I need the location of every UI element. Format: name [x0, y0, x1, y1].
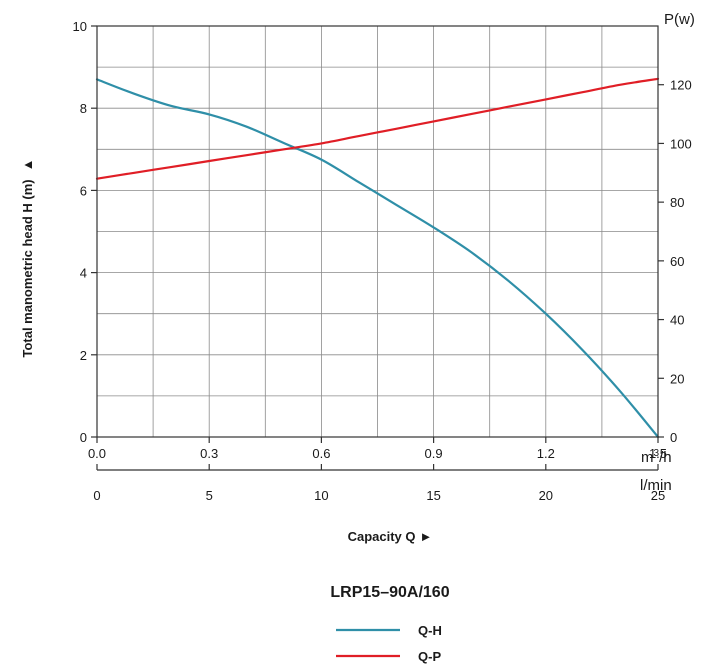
y-axis-title-text: Total manometric head H (m) [20, 179, 35, 357]
x-tick-label: 0.3 [200, 446, 218, 461]
y-tick-label: 2 [80, 348, 87, 363]
x-axis-title: Capacity Q ► [348, 529, 433, 544]
legend: Q-H Q-P [336, 623, 442, 664]
x2-tick-label: 20 [539, 488, 553, 503]
x-tick-label: 1.5 [649, 446, 667, 461]
y-tick-label: 0 [80, 430, 87, 445]
legend-label-q-p: Q-P [418, 649, 441, 664]
series-layer [95, 77, 660, 439]
y-tick-label: 6 [80, 183, 87, 198]
x-secondary-unit: l/min [640, 477, 672, 494]
y-tick-label: 8 [80, 101, 87, 116]
grid-lines [97, 26, 658, 437]
y2-tick-label: 0 [670, 430, 677, 445]
x-tick-label: 1.2 [537, 446, 555, 461]
legend-label-q-h: Q-H [418, 623, 442, 638]
y2-tick-label: 120 [670, 78, 692, 93]
secondary-axis-title: P(w) [664, 11, 695, 28]
y2-tick-label: 40 [670, 313, 684, 328]
chart-title: LRP15–90A/160 [330, 584, 449, 601]
x-axis-title-text: Capacity Q [348, 529, 416, 544]
y2-tick-label: 60 [670, 254, 684, 269]
x2-tick-label: 0 [93, 488, 100, 503]
y2-tick-label: 80 [670, 195, 684, 210]
x-axis-arrow-icon: ► [420, 529, 433, 544]
series-line-q-p [95, 77, 660, 180]
y2-tick-label: 100 [670, 136, 692, 151]
y-tick-label: 4 [80, 266, 87, 281]
y-axis-arrow-icon: ▲ [20, 158, 35, 171]
x-tick-label: 0.6 [312, 446, 330, 461]
series-line-q-h [95, 78, 660, 439]
x-tick-label: 0.9 [425, 446, 443, 461]
x2-tick-label: 10 [314, 488, 328, 503]
x-primary-unit: m3/h [641, 448, 672, 466]
x2-tick-label: 15 [426, 488, 440, 503]
x2-tick-label: 5 [206, 488, 213, 503]
x2-tick-label: 25 [651, 488, 665, 503]
plot-area-frame [96, 25, 659, 438]
svg-text:Total manometric head H (m)▲: Total manometric head H (m) ▲ [20, 158, 35, 357]
y-axis-title: Total manometric head H (m) ▲ [20, 158, 35, 357]
y-tick-label: 10 [73, 19, 87, 34]
y2-tick-label: 20 [670, 371, 684, 386]
x-tick-label: 0.0 [88, 446, 106, 461]
